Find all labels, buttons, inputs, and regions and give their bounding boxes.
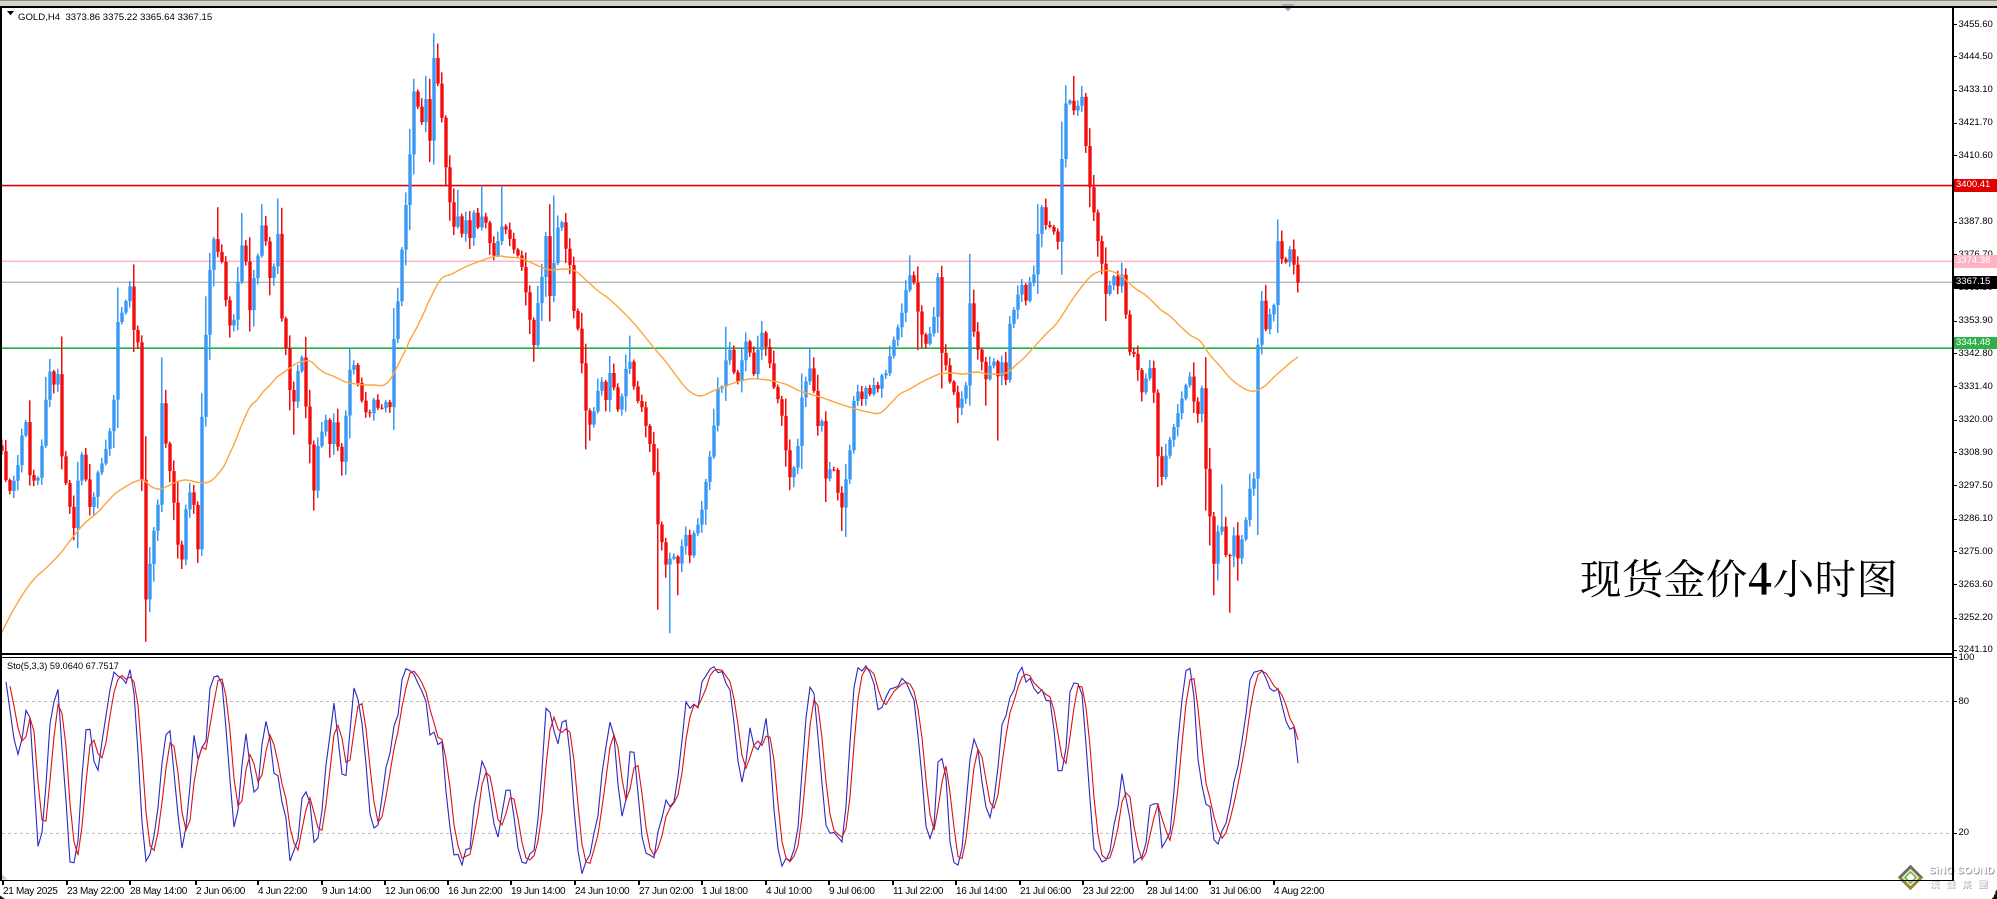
svg-text:SiNO SOUND: SiNO SOUND	[1929, 866, 1994, 877]
svg-text:SiNO SOUND: SiNO SOUND	[1930, 866, 1995, 877]
